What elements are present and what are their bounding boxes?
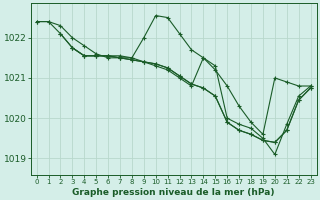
X-axis label: Graphe pression niveau de la mer (hPa): Graphe pression niveau de la mer (hPa) [72,188,275,197]
